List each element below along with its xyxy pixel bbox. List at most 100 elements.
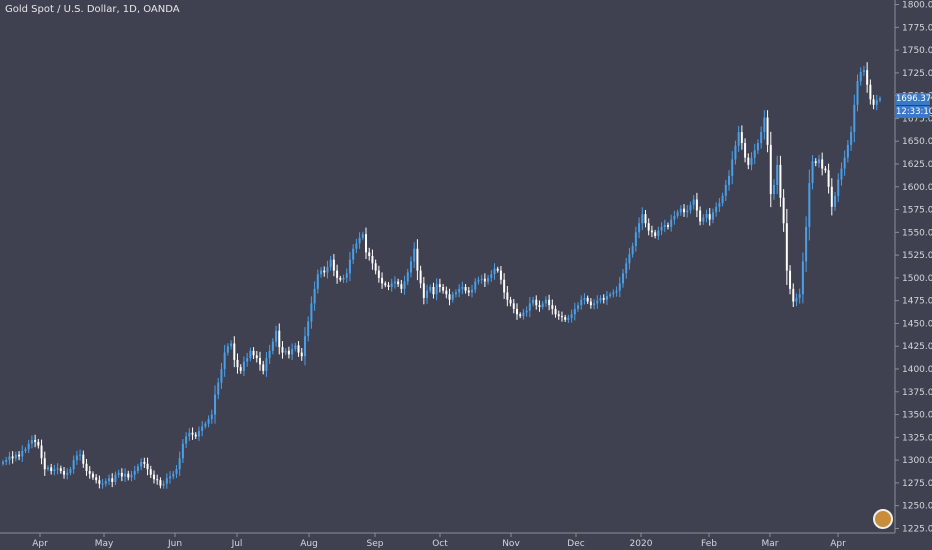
candle-body: [814, 161, 817, 164]
candle-body: [40, 445, 43, 459]
candle-body: [361, 234, 364, 238]
candle-body: [628, 254, 631, 264]
candle-body: [117, 472, 120, 475]
candle-body: [310, 303, 313, 322]
candle-body: [46, 467, 49, 470]
candle-body: [593, 303, 596, 306]
candle-body: [63, 471, 66, 475]
last-price-label: 1696.376: [896, 92, 932, 105]
candle-body: [879, 98, 881, 101]
candle-body: [532, 299, 535, 304]
candle-body: [419, 270, 422, 284]
candle-body: [731, 159, 734, 176]
candle-body: [789, 270, 792, 289]
candle-body: [689, 205, 692, 211]
time-tick-label: Mar: [762, 539, 779, 549]
candle-body: [779, 164, 782, 198]
candle-body: [503, 279, 506, 293]
candle-body: [721, 195, 724, 204]
price-tick-label: 1300.000: [902, 456, 932, 466]
candle-body: [853, 104, 856, 133]
countdown-label: 12:33:10: [896, 105, 932, 118]
candle-body: [795, 297, 798, 302]
candle-body: [284, 350, 287, 353]
price-tick-label: 1550.000: [902, 228, 932, 238]
candle-body: [313, 288, 316, 304]
candle-body: [641, 214, 644, 224]
candle-body: [143, 461, 146, 464]
candle-body: [21, 451, 24, 457]
time-tick-label: Jun: [167, 539, 182, 549]
candle-body: [56, 468, 59, 470]
candle-body: [365, 234, 368, 253]
candle-body: [236, 359, 239, 368]
candle-body: [798, 294, 801, 298]
candle-body: [512, 303, 515, 309]
time-tick-label: Sep: [367, 539, 384, 549]
candle-body: [249, 350, 252, 359]
candle-body: [207, 419, 210, 424]
price-tick-label: 1475.000: [902, 297, 932, 307]
candle-body: [602, 297, 605, 300]
candle-body: [548, 299, 551, 306]
candle-body: [323, 270, 326, 273]
candle-body: [657, 230, 660, 236]
candle-body: [634, 232, 637, 246]
candle-body: [69, 469, 72, 473]
candle-body: [615, 290, 618, 293]
candle-body: [496, 268, 499, 271]
candle-body: [220, 369, 223, 383]
candle-body: [605, 296, 608, 300]
candle-body: [538, 305, 541, 308]
price-tick-label: 1250.000: [902, 502, 932, 512]
candle-body: [252, 350, 255, 356]
candle-body: [596, 300, 599, 304]
time-tick-label: Dec: [567, 539, 584, 549]
candle-body: [506, 292, 509, 300]
candle-body: [342, 277, 345, 280]
candle-body: [650, 230, 653, 233]
candle-body: [104, 481, 107, 484]
price-tick-label: 1575.000: [902, 206, 932, 216]
tradingview-logo-icon[interactable]: [873, 509, 893, 529]
candle-body: [570, 314, 573, 318]
candle-body: [676, 212, 679, 216]
candle-body: [374, 263, 377, 271]
candle-body: [233, 343, 236, 360]
candle-body: [573, 308, 576, 315]
candle-body: [612, 292, 615, 295]
candle-body: [8, 456, 11, 461]
candle-body: [589, 301, 592, 306]
candle-body: [782, 197, 785, 224]
candle-body: [368, 252, 371, 257]
candle-body: [303, 336, 306, 357]
candle-body: [471, 289, 474, 293]
price-tick-label: 1325.000: [902, 433, 932, 443]
candle-body: [120, 472, 123, 477]
candle-body: [670, 219, 673, 227]
candle-body: [631, 246, 634, 255]
candle-body: [2, 461, 4, 464]
candle-body: [278, 330, 281, 348]
candle-body: [644, 214, 647, 224]
candle-body: [82, 454, 85, 464]
candle-body: [14, 454, 17, 459]
candle-body: [201, 426, 204, 431]
candle-body: [124, 473, 127, 477]
candle-body: [114, 474, 117, 482]
candle-body: [583, 297, 586, 300]
candle-body: [609, 294, 612, 297]
candle-body: [377, 270, 380, 278]
candle-body: [175, 469, 178, 474]
candle-body: [724, 184, 727, 196]
candle-body: [817, 159, 820, 164]
candle-body: [564, 317, 567, 320]
candle-body: [27, 443, 30, 450]
candle-body: [776, 164, 779, 185]
candle-body: [258, 358, 261, 365]
candle-body: [352, 248, 355, 260]
candle-body: [859, 71, 862, 82]
candle-body: [384, 283, 387, 286]
candle-body: [281, 347, 284, 353]
